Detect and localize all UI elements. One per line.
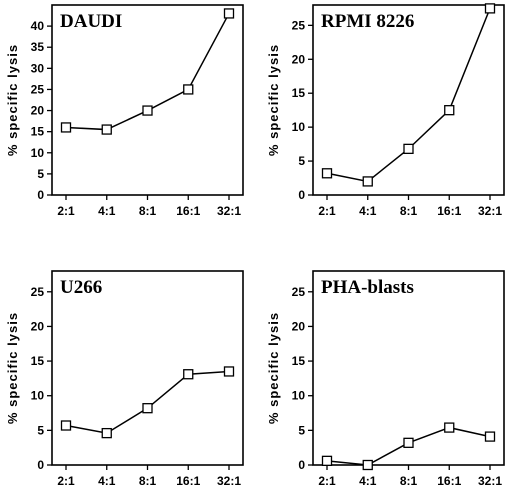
x-tick-label: 16:1 (176, 474, 200, 488)
y-tick-label: 15 (31, 125, 45, 139)
y-tick-label: 15 (292, 86, 306, 100)
chart-panel-2: RPMI 8226 0 5 10 15 20 25 2:1 4:1 8:1 16:1 32:1 % sp… (266, 3, 505, 218)
y-tick-label: 0 (37, 188, 44, 202)
x-tick-label: 4:1 (359, 474, 377, 488)
x-tick-label: 32:1 (217, 474, 241, 488)
y-tick-label: 0 (298, 458, 305, 472)
x-tick-label: 8:1 (139, 474, 157, 488)
chart-panel-3: U266 0 5 10 15 20 25 2:1 4:1 8:1 16:1 32:1 % specifi… (5, 270, 244, 488)
data-point (484, 3, 496, 14)
data-point (183, 84, 194, 95)
y-tick-label: 10 (31, 146, 45, 160)
y-tick-label: 20 (31, 319, 45, 333)
plot-frame (312, 270, 505, 466)
y-tick-label: 20 (292, 319, 306, 333)
chart-panel-4: PHA-blasts 0 5 10 15 20 25 2:1 4:1 8:1 16:1 32:1 % s… (266, 270, 505, 488)
y-tick-label: 35 (31, 40, 45, 54)
y-tick-label: 40 (31, 19, 45, 33)
x-tick-label: 2:1 (57, 204, 75, 218)
x-tick-label: 4:1 (98, 474, 116, 488)
y-axis-label: % specific lysis (266, 312, 281, 424)
data-point (142, 105, 153, 116)
y-tick-label: 5 (37, 423, 44, 437)
x-tick-label: 8:1 (400, 474, 418, 488)
chart-title: PHA-blasts (321, 277, 414, 298)
y-axis-label: % specific lysis (266, 44, 281, 156)
data-point (223, 8, 235, 19)
data-point (142, 403, 153, 414)
data-point (403, 437, 414, 448)
data-point (362, 459, 373, 471)
x-tick-label: 32:1 (478, 474, 502, 488)
data-point (60, 420, 72, 431)
y-tick-label: 0 (37, 458, 44, 472)
x-tick-label: 16:1 (176, 204, 200, 218)
y-tick-label: 25 (31, 82, 45, 96)
data-point (444, 422, 455, 433)
y-tick-label: 5 (298, 154, 305, 168)
y-tick-label: 25 (292, 18, 306, 32)
data-point (484, 431, 496, 442)
x-tick-label: 4:1 (359, 204, 377, 218)
series-line (65, 370, 230, 434)
x-tick-label: 32:1 (217, 204, 241, 218)
y-tick-label: 20 (31, 104, 45, 118)
plot-frame (312, 4, 505, 196)
x-tick-label: 8:1 (400, 204, 418, 218)
chart-title: DAUDI (60, 11, 122, 32)
y-tick-label: 30 (31, 61, 45, 75)
data-point (101, 427, 112, 439)
y-tick-label: 10 (292, 120, 306, 134)
y-tick-label: 0 (298, 188, 305, 202)
y-axis-label: % specific lysis (5, 44, 20, 156)
y-tick-label: 10 (292, 389, 306, 403)
data-point (403, 143, 414, 155)
y-axis-label: % specific lysis (5, 312, 20, 424)
data-point (183, 369, 194, 380)
y-tick-label: 15 (292, 354, 306, 368)
x-tick-label: 16:1 (437, 474, 461, 488)
x-tick-label: 2:1 (318, 474, 336, 488)
data-point (362, 176, 373, 187)
data-point (321, 168, 333, 179)
x-tick-label: 2:1 (318, 204, 336, 218)
plot-frame (51, 270, 244, 466)
y-tick-label: 20 (292, 52, 306, 66)
data-point (60, 122, 72, 133)
y-tick-label: 5 (298, 423, 305, 437)
series-line (326, 8, 491, 183)
data-point (444, 105, 455, 116)
y-tick-label: 25 (292, 285, 306, 299)
x-tick-label: 32:1 (478, 204, 502, 218)
x-tick-label: 2:1 (57, 474, 75, 488)
x-tick-label: 16:1 (437, 204, 461, 218)
x-tick-label: 4:1 (98, 204, 116, 218)
plot-frame (51, 4, 244, 196)
x-tick-label: 8:1 (139, 204, 157, 218)
y-tick-label: 5 (37, 167, 44, 181)
y-tick-label: 15 (31, 354, 45, 368)
data-point (101, 124, 112, 135)
chart-panel-1: DAUDI 0 5 10 15 20 25 30 35 40 2:1 4:1 8:1 16:1 32:1 % … (5, 4, 244, 218)
chart-title: RPMI 8226 (321, 11, 414, 32)
y-tick-label: 10 (31, 389, 45, 403)
data-point (223, 366, 235, 377)
chart-title: U266 (60, 277, 102, 298)
y-tick-label: 25 (31, 285, 45, 299)
data-point (321, 455, 333, 466)
